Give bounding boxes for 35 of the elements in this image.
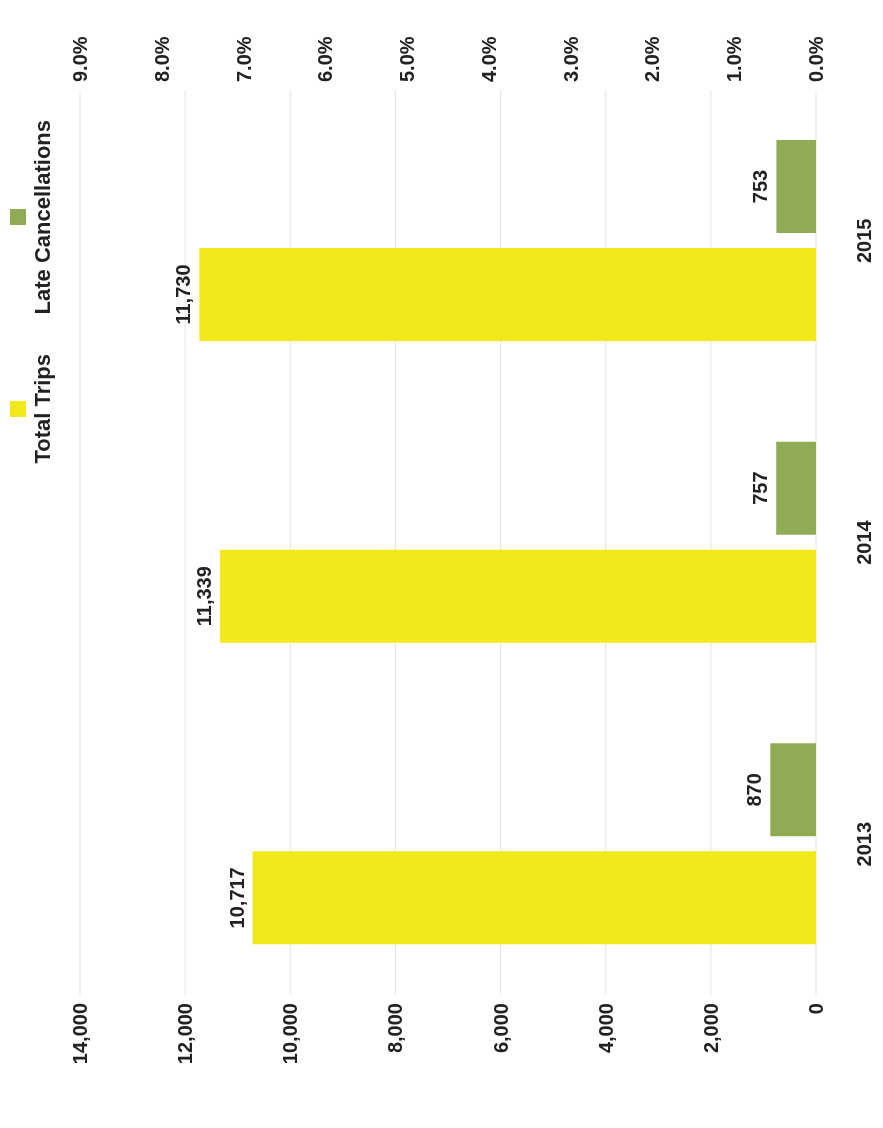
x-tick-label: 12,000: [174, 1003, 197, 1065]
x-tick-label: 0: [805, 1003, 827, 1015]
x2-tick-label: 1.0%: [723, 36, 746, 82]
data-label: 757: [749, 471, 772, 505]
x2-tick-label: 5.0%: [396, 36, 419, 82]
x-tick-label: 8,000: [384, 1003, 407, 1054]
x2-tick-label: 9.0%: [69, 36, 91, 82]
x-tick-label: 4,000: [594, 1003, 617, 1054]
x2-tick-label: 8.0%: [150, 36, 173, 82]
x2-tick-label: 2.0%: [641, 36, 664, 82]
data-label: 11,339: [192, 566, 215, 627]
data-label: 753: [749, 169, 772, 204]
bar: [199, 248, 816, 341]
x2-tick-label: 7.0%: [232, 36, 255, 82]
legend-label: Total Trips: [30, 354, 56, 464]
bar: [252, 851, 816, 945]
data-label: 870: [743, 773, 766, 807]
data-label: 11,730: [172, 264, 195, 325]
legend-label: Late Cancellations: [30, 120, 56, 315]
x2-tick-label: 4.0%: [477, 36, 500, 82]
x2-tick-label: 0.0%: [805, 36, 827, 82]
x2-tick-label: 6.0%: [314, 36, 337, 82]
x-tick-label: 6,000: [489, 1003, 512, 1054]
x-tick-label: 2,000: [699, 1003, 722, 1054]
bar: [219, 549, 816, 643]
x-tick-label: 14,000: [69, 1003, 91, 1065]
bar: [770, 743, 816, 837]
x-tick-label: 10,000: [279, 1003, 302, 1065]
x2-tick-label: 3.0%: [559, 36, 582, 82]
y-tick-label: 2015: [853, 218, 875, 264]
y-tick-label: 2013: [853, 821, 875, 867]
bar: [776, 140, 816, 233]
y-tick-label: 2014: [853, 519, 875, 565]
data-label: 10,717: [225, 867, 248, 929]
bar: [776, 441, 816, 535]
